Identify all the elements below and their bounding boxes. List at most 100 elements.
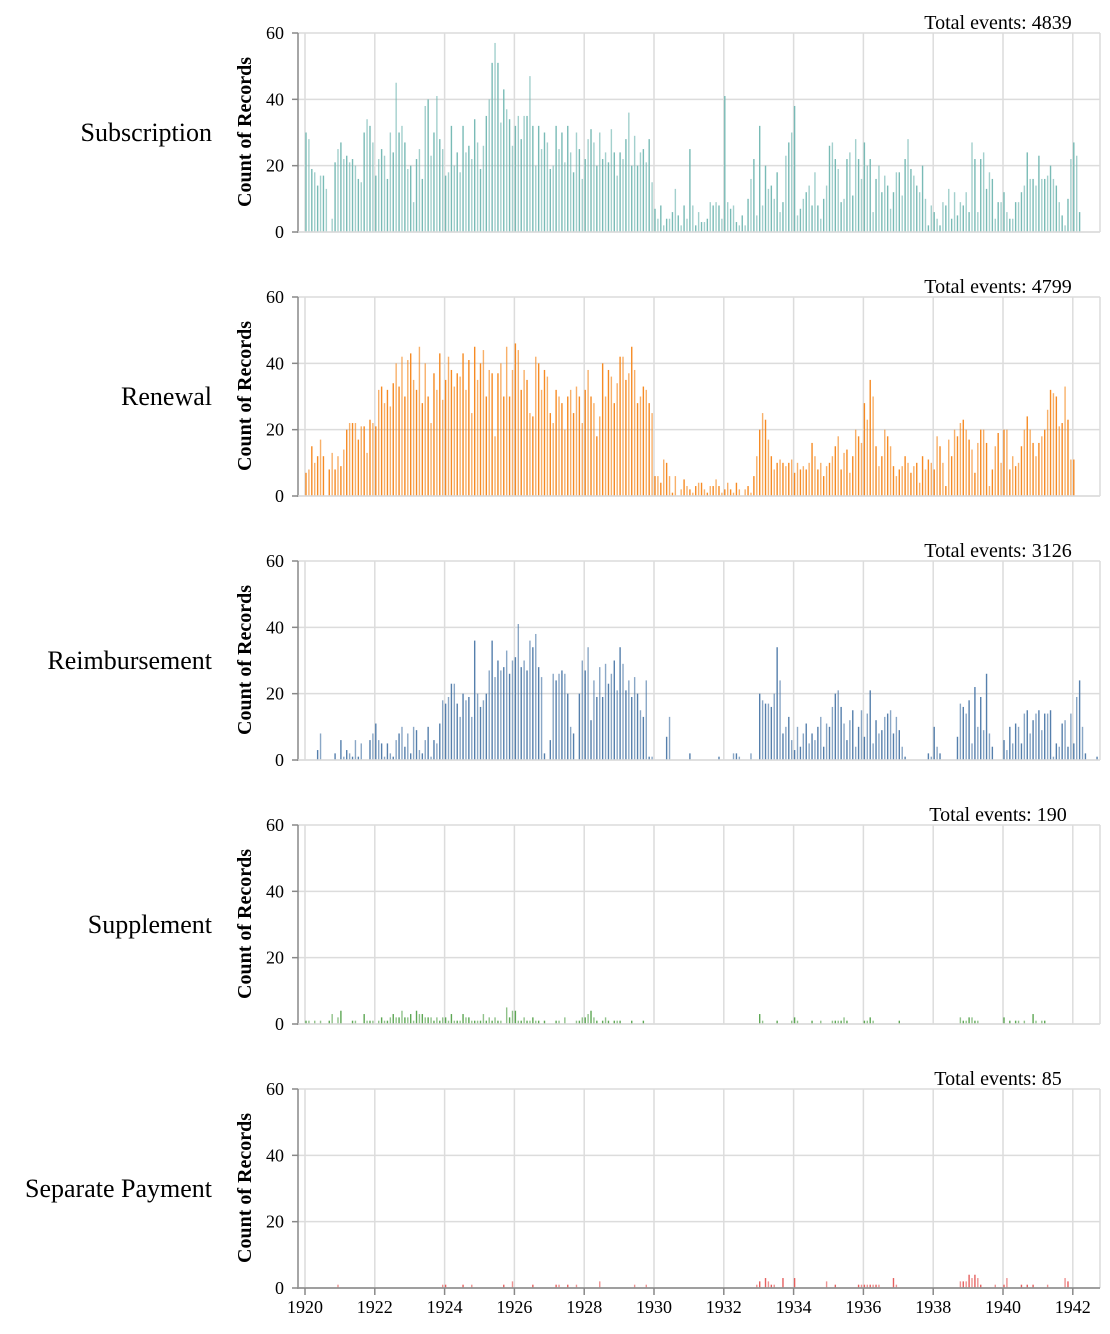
- bar: [770, 706, 773, 760]
- bar: [610, 129, 613, 232]
- bar: [444, 1284, 447, 1288]
- bar: [869, 159, 871, 232]
- bar: [412, 1020, 415, 1024]
- bar: [1064, 386, 1066, 496]
- bar: [497, 373, 499, 496]
- bar: [558, 1284, 560, 1288]
- bar: [831, 1020, 834, 1024]
- bar: [421, 403, 424, 496]
- bar: [581, 660, 583, 760]
- bar: [418, 149, 421, 232]
- bar: [796, 726, 799, 760]
- bar: [773, 1284, 775, 1288]
- bar: [843, 452, 845, 496]
- bar: [1029, 429, 1031, 496]
- bar: [802, 198, 805, 232]
- bar: [549, 740, 551, 760]
- bar: [404, 396, 406, 496]
- bar: [363, 132, 365, 232]
- bar: [587, 1014, 589, 1024]
- bar: [820, 1020, 822, 1024]
- bar: [1023, 1020, 1026, 1024]
- bar: [1081, 726, 1084, 760]
- bar: [348, 423, 351, 496]
- bar: [482, 145, 485, 232]
- bar: [1000, 462, 1002, 496]
- bar: [817, 726, 819, 760]
- bar: [485, 396, 488, 496]
- bar: [357, 439, 360, 496]
- bar: [375, 175, 377, 232]
- bar: [1032, 1284, 1034, 1288]
- bar: [613, 1020, 615, 1024]
- bar: [1067, 198, 1069, 232]
- bar: [1044, 429, 1046, 496]
- bar: [572, 733, 575, 760]
- bar: [465, 700, 467, 760]
- bar: [971, 142, 973, 232]
- bar: [340, 142, 342, 232]
- bar: [788, 716, 790, 760]
- bar: [511, 145, 514, 232]
- bar: [526, 115, 528, 232]
- bar: [712, 486, 714, 496]
- bar: [689, 753, 691, 760]
- bar: [994, 218, 996, 232]
- bar: [450, 369, 453, 496]
- bar: [1078, 680, 1081, 760]
- bar: [319, 175, 322, 232]
- bar: [575, 1284, 578, 1288]
- bar: [686, 486, 688, 496]
- bar: [476, 1020, 479, 1024]
- bar: [447, 356, 450, 496]
- y-tick-label: 60: [266, 287, 284, 307]
- bar: [587, 139, 589, 232]
- bar: [750, 492, 752, 496]
- bar: [866, 1020, 869, 1024]
- bar: [840, 469, 842, 496]
- bar: [985, 442, 988, 496]
- bar: [822, 476, 825, 496]
- bar: [407, 1017, 409, 1024]
- bar: [657, 476, 659, 496]
- x-tick-label: 1938: [915, 1297, 951, 1317]
- bar: [735, 753, 738, 760]
- bar: [465, 389, 467, 496]
- bar: [535, 633, 537, 760]
- bar: [881, 192, 883, 232]
- bar: [555, 1284, 557, 1288]
- bar: [837, 168, 839, 232]
- bar: [564, 1017, 566, 1024]
- bar: [930, 756, 932, 760]
- bar: [718, 205, 720, 232]
- bar: [1003, 1284, 1005, 1288]
- bar: [375, 723, 377, 760]
- bar: [488, 670, 490, 760]
- bar: [436, 96, 438, 233]
- bar: [633, 677, 636, 760]
- bar: [319, 1020, 322, 1024]
- bar: [916, 185, 918, 232]
- bar: [357, 178, 360, 232]
- bar: [735, 482, 738, 496]
- bar: [601, 1020, 604, 1024]
- bar: [889, 710, 892, 760]
- bar: [1026, 416, 1028, 496]
- bar: [811, 205, 813, 232]
- bar: [514, 125, 517, 232]
- bar: [683, 479, 685, 496]
- bar: [308, 469, 310, 496]
- bar: [357, 756, 360, 760]
- bar: [901, 466, 903, 496]
- bar: [846, 159, 848, 232]
- bar: [770, 456, 773, 496]
- bar: [369, 1020, 371, 1024]
- bar: [392, 152, 394, 232]
- bar: [596, 436, 598, 496]
- bar: [811, 442, 813, 496]
- bar: [471, 1284, 473, 1288]
- bar: [415, 1010, 418, 1024]
- bar: [724, 489, 726, 496]
- bar: [564, 673, 566, 760]
- bar: [889, 208, 892, 232]
